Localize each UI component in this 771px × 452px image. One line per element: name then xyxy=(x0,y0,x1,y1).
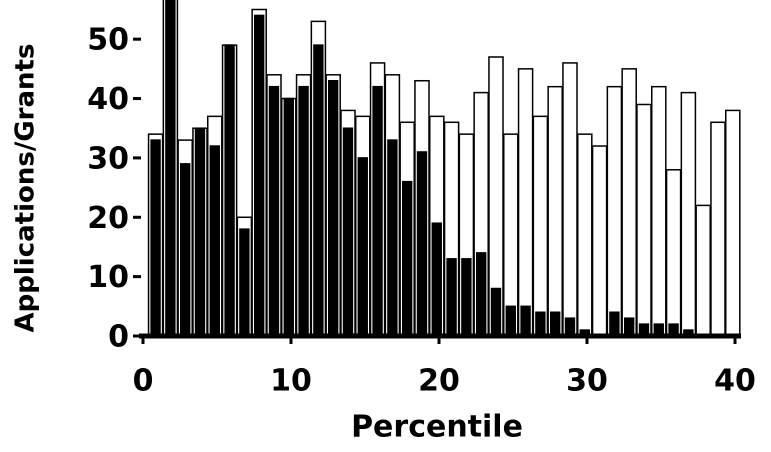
bar xyxy=(535,311,546,337)
bar xyxy=(239,228,250,337)
bar xyxy=(150,139,161,337)
bar xyxy=(475,252,487,337)
bar xyxy=(710,121,726,337)
plot-area xyxy=(147,0,741,337)
bar xyxy=(416,151,428,337)
bar xyxy=(224,44,235,337)
bar xyxy=(725,109,741,337)
bar xyxy=(461,258,472,337)
bar xyxy=(665,169,682,337)
bar xyxy=(517,68,534,337)
bar xyxy=(520,305,531,337)
bar xyxy=(446,258,457,337)
x-tick-label: 20 xyxy=(418,364,460,399)
bar xyxy=(562,62,578,337)
bar xyxy=(342,127,354,337)
bar xyxy=(651,85,667,337)
bar xyxy=(621,68,637,337)
bar xyxy=(283,97,294,337)
bar xyxy=(209,145,220,337)
x-axis-label: Percentile xyxy=(351,410,523,445)
bar xyxy=(680,91,697,337)
bar xyxy=(609,311,620,337)
bar xyxy=(372,85,383,337)
y-tick-label: 10 xyxy=(87,260,129,295)
bar xyxy=(577,133,593,337)
x-tick-label: 0 xyxy=(133,364,154,399)
bar xyxy=(253,14,265,337)
bar xyxy=(532,115,549,337)
bar xyxy=(313,44,324,337)
bar xyxy=(490,287,502,337)
bar xyxy=(327,79,339,337)
y-tick-label: 0 xyxy=(108,320,129,355)
bar xyxy=(564,317,576,337)
bar xyxy=(194,127,206,337)
bar xyxy=(636,103,652,337)
bar xyxy=(179,163,191,337)
x-tick-label: 30 xyxy=(566,364,608,399)
bar xyxy=(401,180,413,337)
y-tick-label: 20 xyxy=(87,201,129,236)
y-tick-label: 30 xyxy=(87,141,129,176)
bar xyxy=(695,204,711,337)
bar xyxy=(298,85,309,337)
bar xyxy=(505,305,516,337)
bar xyxy=(591,145,608,337)
y-tick-label: 40 xyxy=(87,82,129,117)
y-axis-label: Applications/Grants xyxy=(11,44,41,333)
bar xyxy=(268,85,280,337)
bar xyxy=(165,0,176,337)
bar xyxy=(623,317,635,337)
y-tick-label: 50 xyxy=(87,23,129,58)
bar xyxy=(547,85,563,337)
bar xyxy=(549,311,561,337)
bar xyxy=(387,139,398,337)
bar xyxy=(431,222,442,337)
bar xyxy=(606,85,623,337)
bar xyxy=(357,157,368,337)
x-tick-label: 40 xyxy=(714,364,756,399)
x-tick-label: 10 xyxy=(270,364,312,399)
